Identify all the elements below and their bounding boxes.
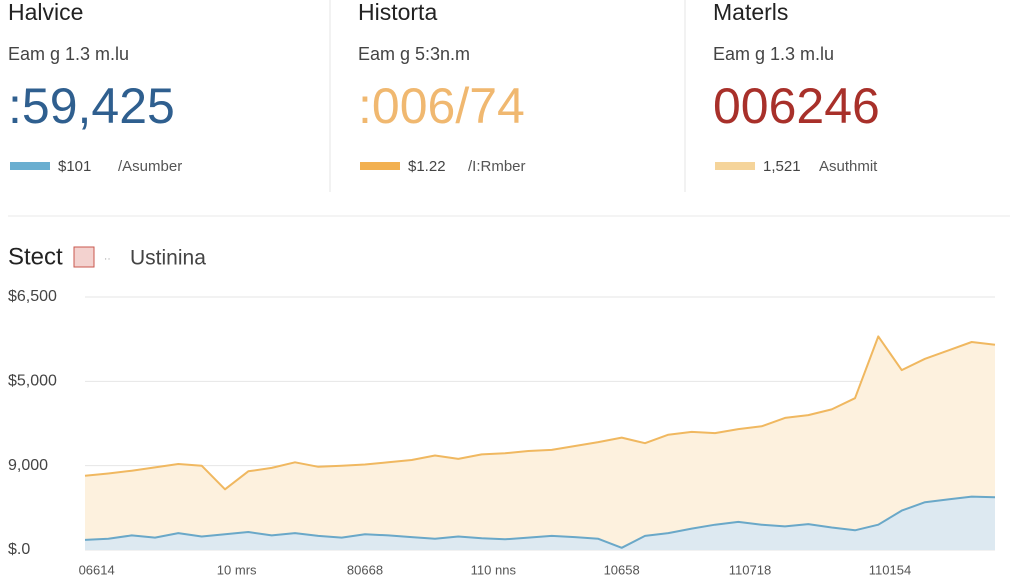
area-fill [85, 496, 995, 550]
card-note: Asuthmit [819, 158, 878, 175]
x-tick-label: 06614 [79, 562, 115, 576]
area-fill [85, 336, 995, 550]
card-subtitle: Eam g 1.3 m.lu [713, 44, 834, 64]
card-note: /I:Rmber [468, 158, 526, 175]
card-amount: $1.22 [408, 158, 446, 175]
legend-swatch [715, 162, 755, 170]
card-value: :006/74 [358, 78, 525, 134]
x-tick-label: 110718 [729, 562, 771, 576]
card-title: Materls [713, 0, 788, 25]
x-tick-label: 10 mrs [217, 562, 257, 576]
card-title: Historta [358, 0, 437, 25]
card-subtitle: Eam g 1.3 m.lu [8, 44, 129, 64]
y-tick-label: $5,000 [8, 373, 57, 390]
series-line [84, 335, 996, 491]
card-value: :59,425 [8, 78, 175, 134]
series-line [84, 495, 996, 549]
y-tick-label: $.0 [8, 541, 30, 558]
card-note: /Asumber [118, 158, 182, 175]
card-amount: 1,521 [763, 158, 801, 175]
y-tick-label: 9,000 [8, 457, 48, 474]
card-amount: $101 [58, 158, 91, 175]
card-title: Halvice [8, 0, 83, 25]
y-tick-label: $6,500 [8, 288, 57, 305]
legend-swatch [360, 162, 400, 170]
card-value: 006246 [713, 78, 880, 134]
x-tick-label: 80668 [347, 562, 383, 576]
chart-title: Stect [8, 243, 63, 270]
x-tick-label: 110154 [869, 562, 911, 576]
x-tick-label: 110 nns [471, 562, 517, 576]
chart-subtitle: Ustinina [130, 247, 206, 270]
legend-swatch [10, 162, 50, 170]
icon-dots: ·· [104, 254, 111, 265]
icon [73, 246, 95, 268]
card-subtitle: Eam g 5:3n.m [358, 44, 470, 64]
x-tick-label: 10658 [604, 562, 640, 576]
